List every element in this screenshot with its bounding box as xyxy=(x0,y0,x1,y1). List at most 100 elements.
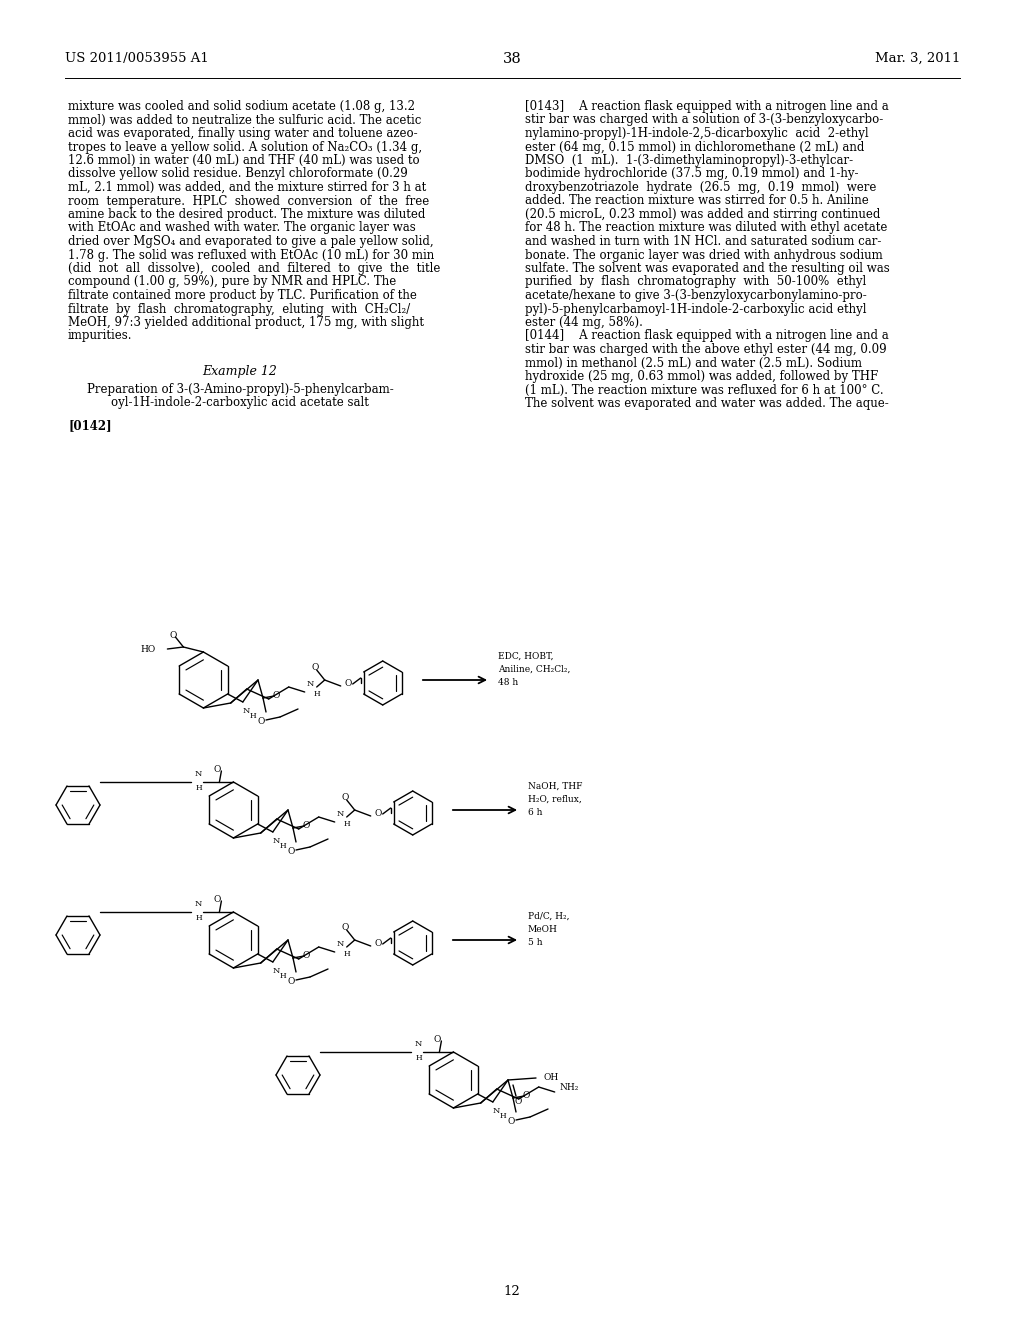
Text: sulfate. The solvent was evaporated and the resulting oil was: sulfate. The solvent was evaporated and … xyxy=(525,261,890,275)
Text: Preparation of 3-(3-Amino-propyl)-5-phenylcarbam-: Preparation of 3-(3-Amino-propyl)-5-phen… xyxy=(87,383,393,396)
Text: N: N xyxy=(242,708,250,715)
Text: purified  by  flash  chromatography  with  50-100%  ethyl: purified by flash chromatography with 50… xyxy=(525,276,866,289)
Text: and washed in turn with 1N HCl. and saturated sodium car-: and washed in turn with 1N HCl. and satu… xyxy=(525,235,882,248)
Text: H: H xyxy=(196,913,202,921)
Text: added. The reaction mixture was stirred for 0.5 h. Aniline: added. The reaction mixture was stirred … xyxy=(525,194,868,207)
Text: dissolve yellow solid residue. Benzyl chloroformate (0.29: dissolve yellow solid residue. Benzyl ch… xyxy=(68,168,408,181)
Text: [0143]    A reaction flask equipped with a nitrogen line and a: [0143] A reaction flask equipped with a … xyxy=(525,100,889,114)
Text: O: O xyxy=(514,1097,521,1106)
Text: (1 mL). The reaction mixture was refluxed for 6 h at 100° C.: (1 mL). The reaction mixture was refluxe… xyxy=(525,384,884,396)
Text: H: H xyxy=(343,820,350,828)
Text: 1.78 g. The solid was refluxed with EtOAc (10 mL) for 30 min: 1.78 g. The solid was refluxed with EtOA… xyxy=(68,248,434,261)
Text: O: O xyxy=(507,1117,515,1126)
Text: O: O xyxy=(214,895,221,903)
Text: NaOH, THF: NaOH, THF xyxy=(528,781,583,791)
Text: impurities.: impurities. xyxy=(68,330,132,342)
Text: pyl)-5-phenylcarbamoyl-1H-indole-2-carboxylic acid ethyl: pyl)-5-phenylcarbamoyl-1H-indole-2-carbo… xyxy=(525,302,866,315)
Text: stir bar was charged with a solution of 3-(3-benzyloxycarbo-: stir bar was charged with a solution of … xyxy=(525,114,884,127)
Text: (did  not  all  dissolve),  cooled  and  filtered  to  give  the  title: (did not all dissolve), cooled and filte… xyxy=(68,261,440,275)
Text: MeOH: MeOH xyxy=(528,925,558,935)
Text: N: N xyxy=(307,680,314,688)
Text: mixture was cooled and solid sodium acetate (1.08 g, 13.2: mixture was cooled and solid sodium acet… xyxy=(68,100,415,114)
Text: O: O xyxy=(341,923,348,932)
Text: 5 h: 5 h xyxy=(528,939,543,946)
Text: Pd/C, H₂,: Pd/C, H₂, xyxy=(528,912,569,921)
Text: N: N xyxy=(415,1040,422,1048)
Text: stir bar was charged with the above ethyl ester (44 mg, 0.09: stir bar was charged with the above ethy… xyxy=(525,343,887,356)
Text: N: N xyxy=(272,837,280,845)
Text: H: H xyxy=(500,1111,506,1119)
Text: mmol) in methanol (2.5 mL) and water (2.5 mL). Sodium: mmol) in methanol (2.5 mL) and water (2.… xyxy=(525,356,862,370)
Text: droxybenzotriazole  hydrate  (26.5  mg,  0.19  mmol)  were: droxybenzotriazole hydrate (26.5 mg, 0.1… xyxy=(525,181,877,194)
Text: mmol) was added to neutralize the sulfuric acid. The acetic: mmol) was added to neutralize the sulfur… xyxy=(68,114,421,127)
Text: O: O xyxy=(341,792,348,801)
Text: H: H xyxy=(280,972,286,979)
Text: H: H xyxy=(415,1053,422,1063)
Text: oyl-1H-indole-2-carboxylic acid acetate salt: oyl-1H-indole-2-carboxylic acid acetate … xyxy=(111,396,369,409)
Text: HO: HO xyxy=(140,645,156,655)
Text: N: N xyxy=(493,1107,500,1115)
Text: O: O xyxy=(374,939,381,948)
Text: 12.6 mmol) in water (40 mL) and THF (40 mL) was used to: 12.6 mmol) in water (40 mL) and THF (40 … xyxy=(68,154,420,168)
Text: filtrate  by  flash  chromatography,  eluting  with  CH₂Cl₂/: filtrate by flash chromatography, elutin… xyxy=(68,302,411,315)
Text: N: N xyxy=(337,940,344,948)
Text: filtrate contained more product by TLC. Purification of the: filtrate contained more product by TLC. … xyxy=(68,289,417,302)
Text: N: N xyxy=(195,770,202,777)
Text: O: O xyxy=(257,717,264,726)
Text: O: O xyxy=(522,1092,529,1101)
Text: ester (44 mg, 58%).: ester (44 mg, 58%). xyxy=(525,315,643,329)
Text: Mar. 3, 2011: Mar. 3, 2011 xyxy=(874,51,961,65)
Text: tropes to leave a yellow solid. A solution of Na₂CO₃ (1.34 g,: tropes to leave a yellow solid. A soluti… xyxy=(68,140,422,153)
Text: bonate. The organic layer was dried with anhydrous sodium: bonate. The organic layer was dried with… xyxy=(525,248,883,261)
Text: EDC, HOBT,: EDC, HOBT, xyxy=(498,652,554,661)
Text: [0142]: [0142] xyxy=(68,420,112,433)
Text: O: O xyxy=(288,846,295,855)
Text: compound (1.00 g, 59%), pure by NMR and HPLC. The: compound (1.00 g, 59%), pure by NMR and … xyxy=(68,276,396,289)
Text: NH₂: NH₂ xyxy=(559,1082,579,1092)
Text: OH: OH xyxy=(543,1073,558,1082)
Text: acid was evaporated, finally using water and toluene azeo-: acid was evaporated, finally using water… xyxy=(68,127,418,140)
Text: N: N xyxy=(337,810,344,818)
Text: N: N xyxy=(272,968,280,975)
Text: Aniline, CH₂Cl₂,: Aniline, CH₂Cl₂, xyxy=(498,665,570,675)
Text: ester (64 mg, 0.15 mmol) in dichloromethane (2 mL) and: ester (64 mg, 0.15 mmol) in dichlorometh… xyxy=(525,140,864,153)
Text: H: H xyxy=(196,784,202,792)
Text: for 48 h. The reaction mixture was diluted with ethyl acetate: for 48 h. The reaction mixture was dilut… xyxy=(525,222,888,235)
Text: bodimide hydrochloride (37.5 mg, 0.19 mmol) and 1-hy-: bodimide hydrochloride (37.5 mg, 0.19 mm… xyxy=(525,168,858,181)
Text: hydroxide (25 mg, 0.63 mmol) was added, followed by THF: hydroxide (25 mg, 0.63 mmol) was added, … xyxy=(525,370,879,383)
Text: O: O xyxy=(288,977,295,986)
Text: H: H xyxy=(280,842,286,850)
Text: O: O xyxy=(170,631,177,639)
Text: dried over MgSO₄ and evaporated to give a pale yellow solid,: dried over MgSO₄ and evaporated to give … xyxy=(68,235,433,248)
Text: O: O xyxy=(214,764,221,774)
Text: DMSO  (1  mL).  1-(3-dimethylaminopropyl)-3-ethylcar-: DMSO (1 mL). 1-(3-dimethylaminopropyl)-3… xyxy=(525,154,853,168)
Text: O: O xyxy=(374,808,381,817)
Text: Example 12: Example 12 xyxy=(203,366,278,378)
Text: nylamino-propyl)-1H-indole-2,5-dicarboxylic  acid  2-ethyl: nylamino-propyl)-1H-indole-2,5-dicarboxy… xyxy=(525,127,868,140)
Text: O: O xyxy=(311,663,318,672)
Text: acetate/hexane to give 3-(3-benzyloxycarbonylamino-pro-: acetate/hexane to give 3-(3-benzyloxycar… xyxy=(525,289,866,302)
Text: The solvent was evaporated and water was added. The aque-: The solvent was evaporated and water was… xyxy=(525,397,889,411)
Text: 6 h: 6 h xyxy=(528,808,543,817)
Text: H: H xyxy=(250,711,256,719)
Text: room  temperature.  HPLC  showed  conversion  of  the  free: room temperature. HPLC showed conversion… xyxy=(68,194,429,207)
Text: 12: 12 xyxy=(504,1284,520,1298)
Text: [0144]    A reaction flask equipped with a nitrogen line and a: [0144] A reaction flask equipped with a … xyxy=(525,330,889,342)
Text: N: N xyxy=(195,900,202,908)
Text: H₂O, reflux,: H₂O, reflux, xyxy=(528,795,582,804)
Text: mL, 2.1 mmol) was added, and the mixture stirred for 3 h at: mL, 2.1 mmol) was added, and the mixture… xyxy=(68,181,426,194)
Text: O: O xyxy=(272,692,280,701)
Text: O: O xyxy=(344,678,351,688)
Text: with EtOAc and washed with water. The organic layer was: with EtOAc and washed with water. The or… xyxy=(68,222,416,235)
Text: H: H xyxy=(313,690,321,698)
Text: 38: 38 xyxy=(503,51,521,66)
Text: US 2011/0053955 A1: US 2011/0053955 A1 xyxy=(65,51,209,65)
Text: (20.5 microL, 0.23 mmol) was added and stirring continued: (20.5 microL, 0.23 mmol) was added and s… xyxy=(525,209,881,220)
Text: O: O xyxy=(302,821,309,830)
Text: amine back to the desired product. The mixture was diluted: amine back to the desired product. The m… xyxy=(68,209,425,220)
Text: 48 h: 48 h xyxy=(498,678,518,686)
Text: O: O xyxy=(434,1035,441,1044)
Text: O: O xyxy=(302,952,309,961)
Text: H: H xyxy=(343,950,350,958)
Text: MeOH, 97:3 yielded additional product, 175 mg, with slight: MeOH, 97:3 yielded additional product, 1… xyxy=(68,315,424,329)
